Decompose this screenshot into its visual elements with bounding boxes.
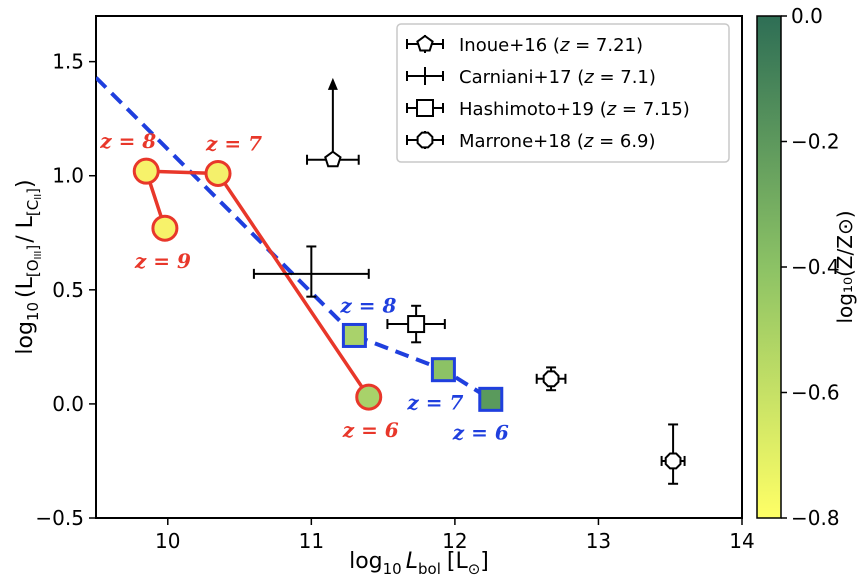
- axes-frame: 10 11 12 13 14 −0.5 0.0 0.5 1.0 1.5: [35, 15, 755, 553]
- colorbar-label: log₁₀(Z/Z⊙): [833, 210, 857, 323]
- x-tick-label: 10: [155, 529, 180, 553]
- y-tick-label: 1.5: [52, 50, 84, 74]
- redshift-label: z = 7: [406, 391, 463, 415]
- red-model-point: [132, 157, 160, 185]
- observation-point: [252, 245, 370, 298]
- colorbar: 0.0 −0.2 −0.4 −0.6 −0.8 log₁₀(Z/Z⊙): [756, 4, 857, 530]
- axis-labels: log10 Lbol [L⊙] log10(L[OIII]/ L[CII]): [13, 179, 489, 578]
- limit-arrow: [327, 77, 338, 90]
- colorbar-tick-label: −0.2: [791, 130, 840, 154]
- redshift-label: z = 7: [205, 131, 262, 155]
- observation-point: [386, 304, 446, 344]
- y-axis-label: log10(L[OIII]/ L[CII]): [13, 179, 44, 354]
- blue-model-point: [341, 322, 367, 348]
- redshift-label: z = 6: [452, 420, 509, 444]
- x-tick-label: 13: [586, 529, 611, 553]
- legend-entry: Carniani+17 (z = 7.1): [406, 67, 656, 88]
- blue-model-point: [478, 386, 504, 412]
- legend: Inoue+16 (z = 7.21) Carniani+17 (z = 7.1)…: [396, 23, 730, 163]
- redshift-label: z = 8: [99, 129, 156, 153]
- observation-point: [306, 77, 360, 168]
- y-tick-label: 0.0: [52, 392, 84, 416]
- x-tick-label: 14: [729, 529, 754, 553]
- y-tick-label: 1.0: [52, 164, 84, 188]
- observation-marker: [407, 315, 426, 334]
- x-axis-label: log10 Lbol [L⊙]: [349, 549, 489, 578]
- legend-marker: [416, 34, 434, 52]
- legend-label: Carniani+17 (z = 7.1): [459, 67, 656, 88]
- red-model-point: [151, 214, 179, 242]
- y-tick-label: −0.5: [35, 506, 84, 530]
- redshift-label: z = 9: [134, 249, 191, 273]
- colorbar-tick-label: −0.6: [791, 381, 840, 405]
- redshift-labels: z = 9 z = 8 z = 7 z = 6 z = 8 z = 7 z = 6: [99, 129, 509, 444]
- observations: [252, 77, 686, 485]
- red-model-line: [144, 169, 371, 399]
- y-tick-label: 0.5: [52, 278, 84, 302]
- red-model-point: [355, 383, 383, 411]
- observation-marker: [324, 150, 342, 168]
- colorbar-tick-label: 0.0: [791, 4, 823, 28]
- observation-point: [535, 366, 567, 392]
- x-tick-label: 11: [299, 529, 324, 553]
- observation-point: [660, 423, 686, 485]
- x-tick-label: 12: [442, 529, 467, 553]
- model-points: [132, 157, 504, 412]
- observation-marker: [664, 452, 682, 470]
- fit-line: [96, 76, 356, 337]
- redshift-label: z = 8: [339, 293, 396, 317]
- legend-label: Inoue+16 (z = 7.21): [459, 35, 643, 56]
- colorbar-tick-label: −0.8: [791, 506, 840, 530]
- red-model-point: [204, 159, 232, 187]
- observation-marker: [542, 370, 560, 388]
- legend-label: Hashimoto+19 (z = 7.15): [459, 99, 690, 120]
- blue-dashed-fit: [96, 76, 356, 337]
- legend-marker: [416, 131, 434, 149]
- colorbar-bar: [756, 15, 782, 519]
- blue-model-point: [430, 357, 456, 383]
- legend-marker: [416, 99, 434, 117]
- legend-entry: Hashimoto+19 (z = 7.15): [406, 99, 690, 120]
- plot-frame: [95, 15, 743, 519]
- legend-entry: Marrone+18 (z = 6.9): [406, 131, 656, 152]
- legend-label: Marrone+18 (z = 6.9): [459, 131, 656, 152]
- legend-entry: Inoue+16 (z = 7.21): [406, 34, 643, 56]
- legend-box: [396, 23, 730, 163]
- colorbar-tick-label: −0.4: [791, 255, 840, 279]
- redshift-label: z = 6: [342, 418, 399, 442]
